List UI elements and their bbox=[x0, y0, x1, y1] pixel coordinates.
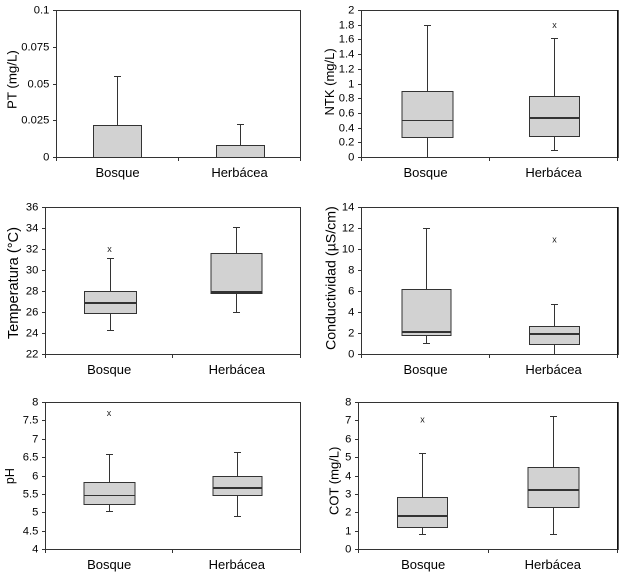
svg-text:2: 2 bbox=[345, 507, 351, 519]
svg-text:1.6: 1.6 bbox=[339, 34, 355, 46]
svg-text:26: 26 bbox=[26, 307, 38, 319]
svg-text:0.6: 0.6 bbox=[339, 108, 355, 120]
svg-text:Bosque: Bosque bbox=[87, 362, 131, 377]
svg-text:0: 0 bbox=[345, 544, 351, 556]
svg-text:1.2: 1.2 bbox=[339, 64, 355, 76]
svg-text:Bosque: Bosque bbox=[403, 165, 447, 180]
svg-text:6.5: 6.5 bbox=[23, 452, 39, 464]
svg-text:0.2: 0.2 bbox=[339, 137, 355, 149]
svg-text:6: 6 bbox=[348, 286, 354, 298]
svg-text:NTK (mg/L): NTK (mg/L) bbox=[322, 48, 337, 115]
svg-text:5: 5 bbox=[345, 452, 351, 464]
svg-text:28: 28 bbox=[26, 286, 38, 298]
svg-text:14: 14 bbox=[342, 202, 354, 214]
svg-text:COT (mg/L): COT (mg/L) bbox=[326, 447, 341, 515]
svg-text:8: 8 bbox=[345, 397, 351, 409]
svg-text:x: x bbox=[552, 235, 557, 245]
svg-text:Herbácea: Herbácea bbox=[209, 557, 266, 572]
svg-text:8: 8 bbox=[32, 397, 38, 409]
svg-text:2: 2 bbox=[348, 328, 354, 340]
svg-text:1.4: 1.4 bbox=[339, 49, 355, 61]
svg-text:7: 7 bbox=[345, 415, 351, 427]
svg-text:x: x bbox=[420, 415, 425, 425]
svg-text:1.8: 1.8 bbox=[339, 20, 355, 32]
svg-text:Herbácea: Herbácea bbox=[211, 165, 268, 180]
svg-text:Herbácea: Herbácea bbox=[525, 362, 582, 377]
svg-text:Herbácea: Herbácea bbox=[525, 557, 582, 572]
svg-text:1: 1 bbox=[348, 79, 354, 91]
svg-text:Herbácea: Herbácea bbox=[209, 362, 266, 377]
svg-text:0.1: 0.1 bbox=[34, 5, 50, 17]
svg-text:8: 8 bbox=[348, 265, 354, 277]
svg-text:Herbácea: Herbácea bbox=[525, 165, 582, 180]
svg-text:0.4: 0.4 bbox=[339, 123, 355, 135]
svg-text:7: 7 bbox=[32, 434, 38, 446]
svg-text:Conductividad (µS/cm): Conductividad (µS/cm) bbox=[323, 206, 339, 350]
svg-text:30: 30 bbox=[26, 265, 38, 277]
svg-text:x: x bbox=[107, 244, 112, 254]
svg-text:0.8: 0.8 bbox=[339, 93, 355, 105]
svg-text:34: 34 bbox=[26, 223, 38, 235]
svg-text:4: 4 bbox=[32, 544, 38, 556]
svg-text:0.05: 0.05 bbox=[28, 79, 50, 91]
svg-text:36: 36 bbox=[26, 202, 38, 214]
svg-text:Temperatura (°C): Temperatura (°C) bbox=[6, 227, 22, 339]
svg-text:4: 4 bbox=[345, 471, 351, 483]
svg-text:x: x bbox=[552, 20, 557, 30]
svg-text:5: 5 bbox=[32, 507, 38, 519]
svg-text:4: 4 bbox=[348, 307, 354, 319]
svg-text:5.5: 5.5 bbox=[23, 489, 39, 501]
svg-text:PT (mg/L): PT (mg/L) bbox=[5, 50, 20, 109]
svg-text:Bosque: Bosque bbox=[401, 557, 445, 572]
svg-text:0.075: 0.075 bbox=[21, 42, 49, 54]
svg-text:0: 0 bbox=[43, 152, 49, 164]
svg-text:0.025: 0.025 bbox=[21, 115, 49, 127]
svg-text:22: 22 bbox=[26, 349, 38, 361]
svg-text:3: 3 bbox=[345, 489, 351, 501]
svg-text:Bosque: Bosque bbox=[87, 557, 131, 572]
svg-text:6: 6 bbox=[32, 471, 38, 483]
svg-text:Bosque: Bosque bbox=[95, 165, 139, 180]
svg-text:pH: pH bbox=[3, 468, 17, 484]
svg-text:x: x bbox=[107, 408, 112, 418]
svg-text:0: 0 bbox=[348, 349, 354, 361]
svg-text:Bosque: Bosque bbox=[403, 362, 447, 377]
svg-text:0: 0 bbox=[348, 152, 354, 164]
svg-text:10: 10 bbox=[342, 244, 354, 256]
svg-text:6: 6 bbox=[345, 434, 351, 446]
svg-text:2: 2 bbox=[348, 5, 354, 17]
svg-text:24: 24 bbox=[26, 328, 38, 340]
svg-text:4.5: 4.5 bbox=[23, 526, 39, 538]
svg-text:7.5: 7.5 bbox=[23, 415, 39, 427]
svg-text:1: 1 bbox=[345, 526, 351, 538]
svg-text:32: 32 bbox=[26, 244, 38, 256]
svg-text:12: 12 bbox=[342, 223, 354, 235]
